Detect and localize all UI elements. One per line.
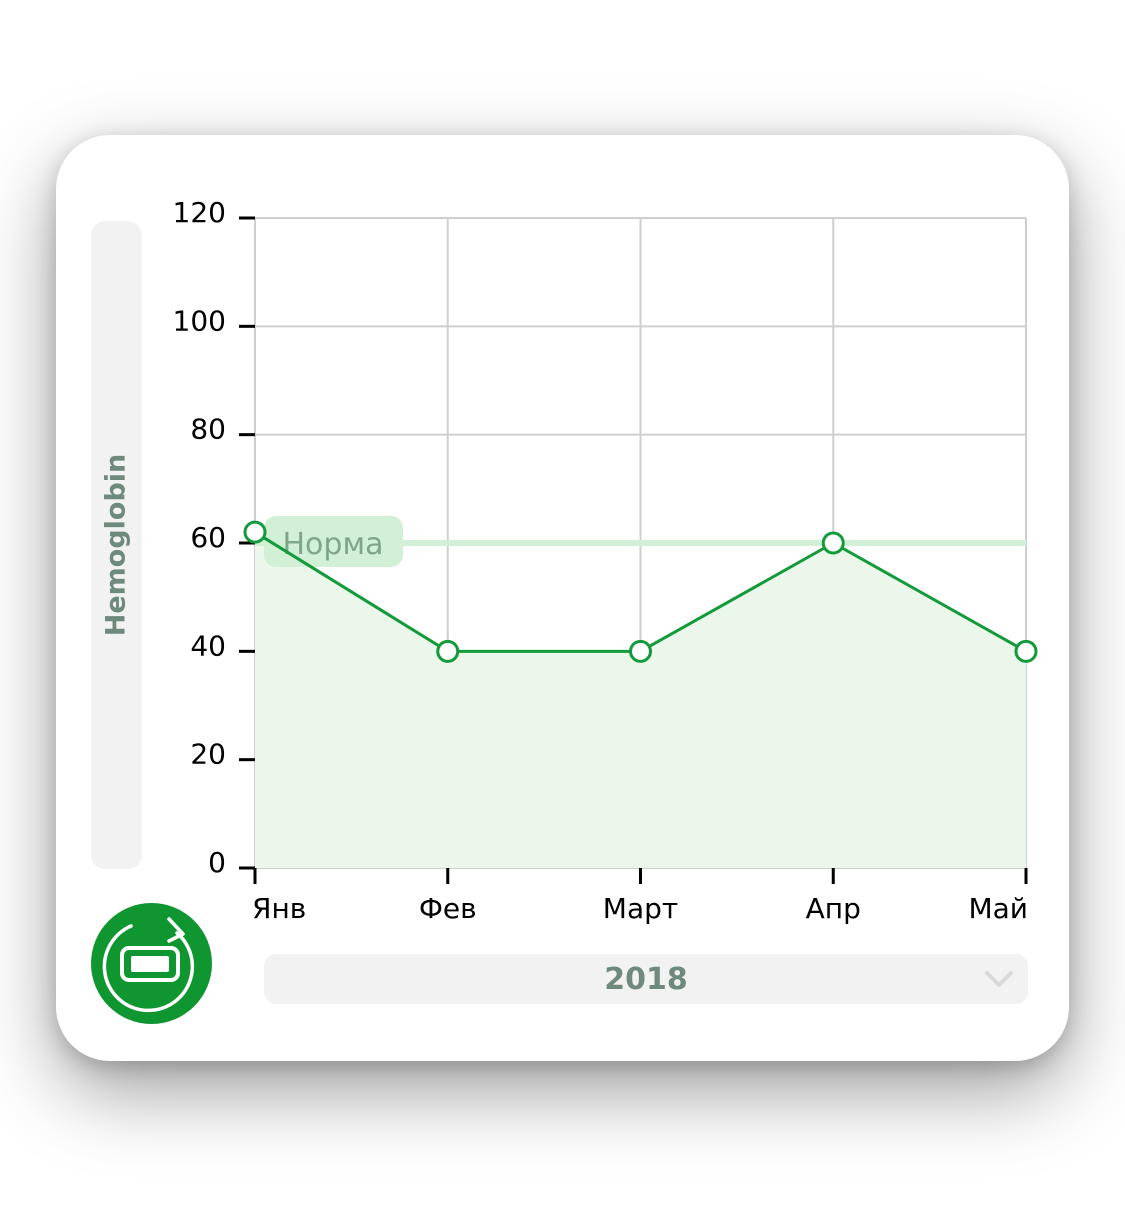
data-point bbox=[1014, 639, 1038, 663]
chevron-down-icon bbox=[985, 971, 1013, 987]
x-tick-label: Янв bbox=[252, 892, 306, 925]
data-point bbox=[821, 531, 845, 555]
x-tick-label: Фев bbox=[419, 892, 477, 925]
data-point bbox=[243, 520, 267, 544]
rotate-device-icon bbox=[102, 917, 195, 1013]
x-tick-label: Май bbox=[968, 892, 1028, 925]
y-tick-label: 0 bbox=[208, 846, 226, 879]
year-select-value: 2018 bbox=[604, 962, 688, 997]
x-tick-label: Апр bbox=[806, 892, 861, 925]
data-point bbox=[436, 639, 460, 663]
rotate-device-button[interactable] bbox=[91, 903, 212, 1024]
year-select[interactable]: 2018 bbox=[264, 954, 1028, 1004]
y-axis-label-panel bbox=[91, 221, 142, 869]
data-point bbox=[629, 639, 652, 663]
reference-line-badge bbox=[264, 516, 403, 567]
reference-line-label: Норма bbox=[283, 527, 384, 562]
y-tick-label: 120 bbox=[173, 196, 226, 229]
y-tick-label: 100 bbox=[173, 304, 226, 337]
y-tick-label: 20 bbox=[190, 738, 226, 771]
y-tick-label: 60 bbox=[190, 521, 226, 554]
x-tick-label: Март bbox=[603, 892, 678, 925]
y-tick-label: 40 bbox=[190, 629, 226, 662]
y-tick-label: 80 bbox=[190, 413, 226, 446]
area-fill bbox=[255, 532, 1026, 868]
